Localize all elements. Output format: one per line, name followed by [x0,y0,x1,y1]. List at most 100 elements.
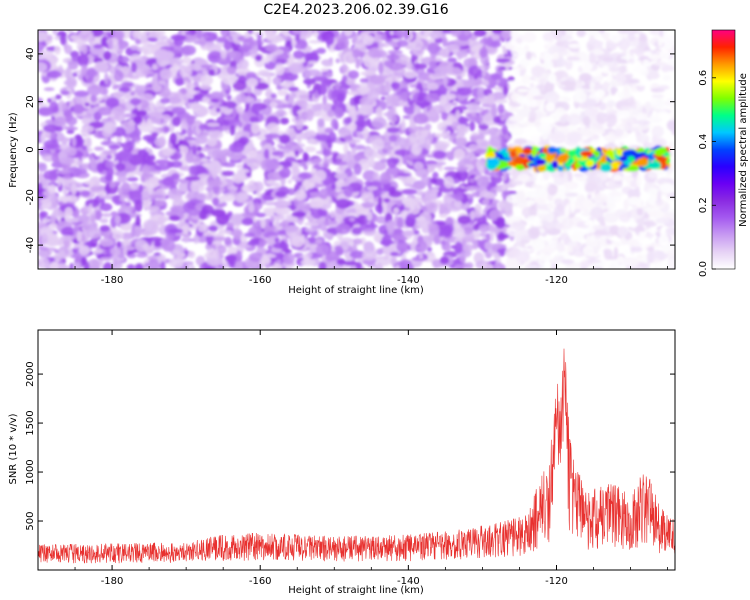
heatmap-cell [118,86,131,93]
heatmap-cell [304,52,319,63]
heatmap-cell [126,176,139,182]
heatmap-cell [659,30,664,39]
heatmap-cell [51,152,60,163]
heatmap-cell [415,168,430,178]
heatmap-cell [501,30,512,40]
heatmap-cell [613,174,622,182]
heatmap-cell [510,180,524,186]
heatmap-cell [311,104,319,111]
heatmap-cell [303,164,309,171]
heatmap-cell [666,97,675,105]
heatmap-cell [272,214,285,221]
heatmap-cell [613,128,624,137]
heatmap-cell [124,246,136,251]
heatmap-cell [335,182,342,193]
heatmap-cell [510,30,519,40]
heatmap-cell [483,192,495,200]
heatmap-cell [291,211,307,218]
heatmap-cell [413,230,420,235]
heatmap-cell [450,101,458,107]
heatmap-cell [555,107,566,116]
heatmap-cell [168,215,181,221]
heatmap-cell [377,196,383,209]
heatmap-cell [99,85,106,96]
heatmap-cell [409,84,416,88]
heatmap-cell [134,199,143,212]
heatmap-cell [248,203,255,213]
heatmap-cell [473,148,488,155]
heatmap-cell [427,42,440,54]
heatmap-cell [617,226,629,238]
heatmap-cell [90,214,96,223]
heatmap-cell [54,45,61,55]
heatmap-cell [631,246,643,253]
heatmap-cell [198,209,207,220]
heatmap-cell [149,194,165,199]
heatmap-cell [443,93,457,100]
heatmap-cell [379,171,392,185]
heatmap-cell [210,98,220,103]
heatmap-cell [315,243,330,256]
heatmap-cell [422,194,432,207]
heatmap-cell [400,55,410,62]
heatmap-cell [620,176,631,181]
heatmap-cell [659,182,675,193]
heatmap-cell [497,103,505,114]
heatmap-cell [87,107,97,114]
heatmap-cell [99,152,105,161]
heatmap-cell [172,199,186,204]
heatmap-cell [60,235,75,241]
heatmap-cell [193,136,209,145]
heatmap-cell [278,153,285,158]
heatmap-cell [179,66,193,78]
heatmap-cell [117,149,133,162]
heatmap-cell [603,212,619,223]
heatmap-cell [589,81,596,90]
heatmap-cell [146,118,152,126]
heatmap-cell [477,65,491,69]
heatmap-cell [257,33,262,46]
heatmap-cell [381,42,390,48]
heatmap-cell [180,87,187,95]
heatmap-cell [508,107,520,112]
heatmap-cell [146,43,156,48]
heatmap-cell [517,173,530,182]
heatmap-cell [265,52,270,64]
heatmap-cell [109,65,116,75]
heatmap-cell [221,170,235,177]
heatmap-cell [222,72,237,86]
heatmap-cell [78,30,94,42]
heatmap-cell [562,233,567,242]
heatmap-cell [356,124,366,132]
heatmap-cell [450,30,462,37]
heatmap-cell [111,195,122,204]
heatmap-cell [360,237,366,246]
heatmap-cell [566,241,578,247]
heatmap-cell [38,163,48,172]
heatmap-cell [205,122,220,128]
heatmap-cell [455,50,468,59]
heatmap-cell [593,42,604,50]
heatmap-cell [302,61,308,67]
heatmap-cell [47,98,52,103]
heatmap-cell [132,136,142,142]
heatmap-cell [219,125,230,131]
heatmap-cell [159,87,171,98]
heatmap-cell [433,234,441,245]
heatmap-cell [462,262,473,269]
heatmap-cell [380,96,386,101]
heatmap-cell [446,245,451,252]
heatmap-cell [353,163,362,176]
heatmap-cell [387,50,403,54]
heatmap-cell [500,137,507,150]
heatmap-cell [306,252,313,258]
heatmap-cell [646,247,654,252]
heatmap-cell [310,206,323,219]
heatmap-cell [105,160,114,169]
heatmap-cell [371,116,387,129]
heatmap-cell [476,176,490,188]
heatmap-cell [643,217,650,222]
heatmap-cell [47,233,59,246]
heatmap-cell [368,198,374,204]
heatmap-cell [321,78,331,87]
